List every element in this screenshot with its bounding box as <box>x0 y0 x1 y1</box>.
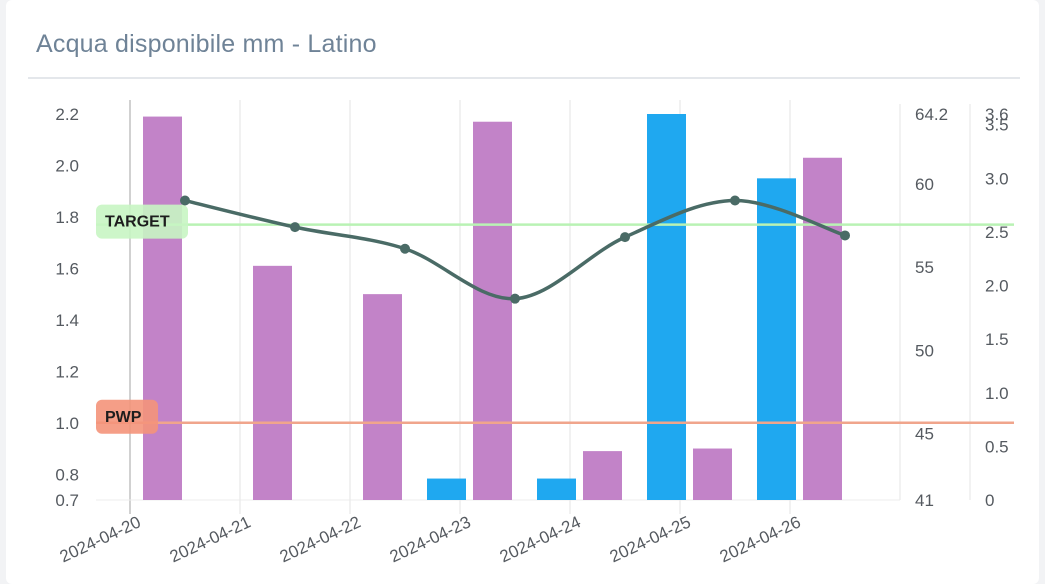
bar-purple <box>803 157 842 500</box>
y-axis-right-tick: 1.5 <box>985 330 1009 349</box>
line-point <box>400 243 410 254</box>
bar-purple <box>143 116 182 500</box>
bar-purple <box>693 448 732 500</box>
ref-label-target: TARGET <box>105 214 170 231</box>
y-axis-right-tick: 2.5 <box>985 223 1009 242</box>
line-point <box>730 195 740 206</box>
y-axis-left-tick: 0.8 <box>55 465 79 484</box>
y-axis-left-tick: 1.4 <box>55 311 79 330</box>
y-axis-right-tick: 0 <box>985 491 994 510</box>
line-point <box>180 195 190 206</box>
y-axis-right-tick: 2.0 <box>985 277 1009 296</box>
y-axis-middle-tick: 55 <box>915 258 934 277</box>
bar-purple <box>473 121 512 500</box>
y-axis-right-tick: 1.0 <box>985 384 1009 403</box>
ref-label-bg-pwp <box>96 399 158 434</box>
chart-title: Acqua disponibile mm - Latino <box>36 30 377 58</box>
ref-label-bg-target <box>96 204 188 239</box>
y-axis-right-tick: 3.5 <box>985 116 1009 135</box>
y-axis-middle-tick: 60 <box>915 175 934 194</box>
y-axis-right-tick: 3.6 <box>985 105 1009 124</box>
y-axis-middle-tick: 64.2 <box>915 105 948 124</box>
bar-blue <box>427 478 466 500</box>
y-axis-left-tick: 2.0 <box>55 156 79 175</box>
title-divider <box>28 77 1020 79</box>
y-axis-right-tick: 3.0 <box>985 169 1009 188</box>
x-axis-category-label: 2024-04-24 <box>497 512 584 566</box>
bar-purple <box>363 294 402 500</box>
line-point <box>290 222 300 233</box>
y-axis-left-tick: 2.2 <box>55 105 79 124</box>
line-point <box>840 230 850 241</box>
x-axis-category-label: 2024-04-20 <box>57 512 144 566</box>
ref-label-pwp: PWP <box>105 409 142 426</box>
y-axis-left-tick: 1.2 <box>55 362 79 381</box>
y-axis-middle-tick: 45 <box>915 424 934 443</box>
bar-blue <box>537 478 576 500</box>
x-axis-category-label: 2024-04-22 <box>277 512 364 566</box>
y-axis-middle-tick: 41 <box>915 491 934 510</box>
x-axis-category-label: 2024-04-21 <box>167 512 254 566</box>
y-axis-right-tick: 0.5 <box>985 437 1009 456</box>
y-axis-left-tick: 0.7 <box>55 491 79 510</box>
y-axis-left-tick: 1.0 <box>55 414 79 433</box>
bar-blue <box>757 178 796 501</box>
y-axis-middle-tick: 50 <box>915 341 934 360</box>
y-axis-left-tick: 1.8 <box>55 208 79 227</box>
line-point <box>620 232 630 243</box>
bar-blue <box>647 114 686 500</box>
x-axis-category-label: 2024-04-23 <box>387 512 474 566</box>
bar-purple <box>253 265 292 500</box>
y-axis-left-tick: 1.6 <box>55 259 79 278</box>
x-axis-category-label: 2024-04-26 <box>717 512 804 566</box>
line-point <box>510 293 520 304</box>
bar-purple <box>583 451 622 500</box>
x-axis-category-label: 2024-04-25 <box>607 512 694 566</box>
